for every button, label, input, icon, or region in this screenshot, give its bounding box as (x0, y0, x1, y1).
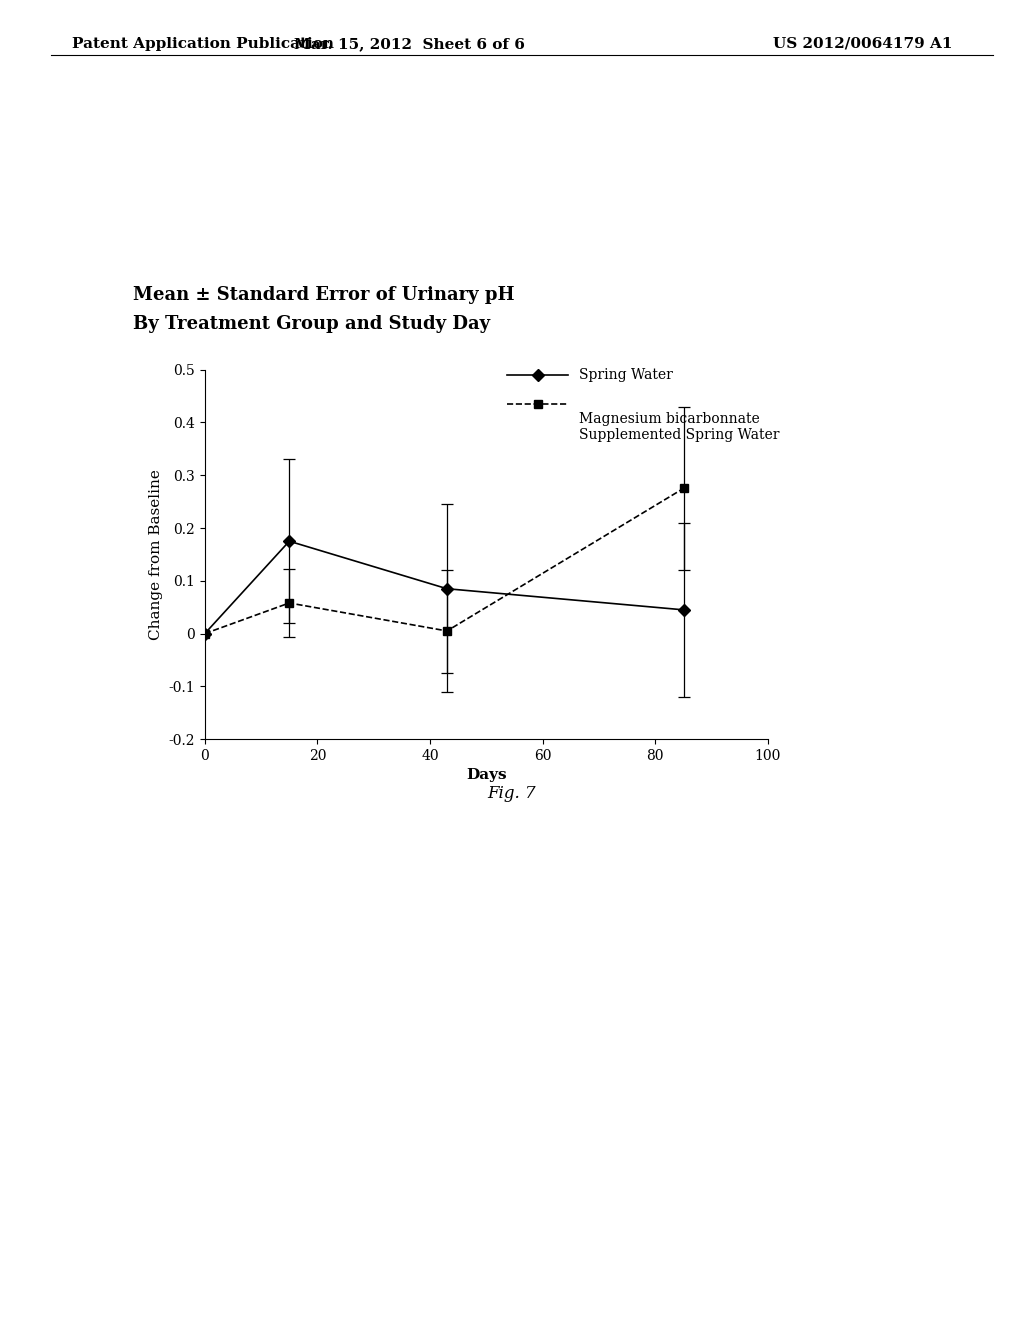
Text: Mean ± Standard Error of Urinary pH: Mean ± Standard Error of Urinary pH (133, 285, 515, 304)
Text: Fig. 7: Fig. 7 (487, 785, 537, 803)
Text: By Treatment Group and Study Day: By Treatment Group and Study Day (133, 314, 490, 333)
X-axis label: Days: Days (466, 768, 507, 783)
Text: Mar. 15, 2012  Sheet 6 of 6: Mar. 15, 2012 Sheet 6 of 6 (294, 37, 525, 51)
Y-axis label: Change from Baseline: Change from Baseline (148, 469, 163, 640)
Text: Spring Water: Spring Water (579, 368, 673, 381)
Text: Magnesium bicarbonnate
Supplemented Spring Water: Magnesium bicarbonnate Supplemented Spri… (579, 412, 779, 442)
Text: Patent Application Publication: Patent Application Publication (72, 37, 334, 51)
Text: US 2012/0064179 A1: US 2012/0064179 A1 (773, 37, 952, 51)
